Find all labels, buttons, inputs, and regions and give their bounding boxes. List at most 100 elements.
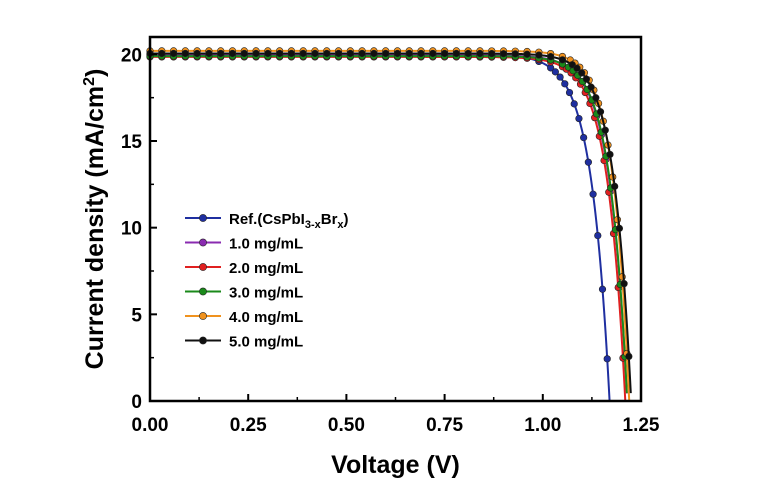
data-point xyxy=(264,49,272,58)
data-point xyxy=(464,49,472,58)
legend-label: 5.0 mg/mL xyxy=(229,334,303,351)
data-point xyxy=(441,49,449,58)
y-tick-label: 0 xyxy=(131,392,142,413)
data-point xyxy=(578,69,586,77)
data-point xyxy=(561,80,569,88)
data-point xyxy=(499,50,508,58)
x-tick-label: 0.50 xyxy=(328,415,365,436)
data-point xyxy=(205,49,213,58)
x-tick-label: 0.25 xyxy=(230,415,267,436)
data-point xyxy=(240,49,248,58)
data-point xyxy=(169,49,178,58)
data-point xyxy=(601,126,609,134)
series-line xyxy=(150,52,632,394)
data-curves xyxy=(146,47,633,402)
data-point xyxy=(405,49,413,58)
legend-marker xyxy=(199,263,207,271)
data-point xyxy=(417,49,425,58)
legend-marker xyxy=(199,287,207,296)
data-point xyxy=(580,133,588,142)
y-tick-label: 15 xyxy=(121,132,143,153)
x-tick-label: 1.25 xyxy=(623,415,660,436)
data-point xyxy=(568,61,576,69)
y-axis-title: Current density (mA/cm2) xyxy=(81,69,109,370)
data-point xyxy=(551,68,559,76)
legend-item: Ref.(CsPbI3-xBrx) xyxy=(185,211,349,231)
data-point xyxy=(287,49,296,58)
series-line xyxy=(150,55,628,394)
data-point xyxy=(523,50,531,58)
data-point xyxy=(158,49,166,58)
data-point xyxy=(565,88,574,97)
data-point xyxy=(193,49,201,58)
legend-label: 1.0 mg/mL xyxy=(229,236,303,253)
legend-item: 1.0 mg/mL xyxy=(185,236,303,253)
x-tick-label: 0.00 xyxy=(132,415,169,436)
legend-label: Ref.(CsPbI3-xBrx) xyxy=(229,211,349,231)
data-point xyxy=(476,49,484,58)
x-axis-title: Voltage (V) xyxy=(331,451,460,479)
data-point xyxy=(611,182,619,190)
data-point xyxy=(429,49,437,58)
data-point xyxy=(547,53,555,61)
series-line xyxy=(150,49,631,402)
data-point xyxy=(556,73,564,81)
series-6 xyxy=(146,49,633,394)
data-point xyxy=(625,352,633,361)
y-tick-label: 20 xyxy=(121,45,142,66)
legend-label: 4.0 mg/mL xyxy=(229,309,303,326)
data-point xyxy=(558,56,567,64)
data-point xyxy=(228,49,237,58)
data-point xyxy=(606,150,614,159)
data-point xyxy=(594,231,602,240)
data-point xyxy=(511,50,519,58)
data-point xyxy=(589,190,597,198)
series-3 xyxy=(146,53,627,402)
data-point xyxy=(452,49,460,58)
x-tick-label: 1.00 xyxy=(524,415,561,436)
data-point xyxy=(592,94,600,102)
x-tick-label: 0.75 xyxy=(426,415,463,436)
legend-label: 2.0 mg/mL xyxy=(229,260,303,277)
data-point xyxy=(584,158,592,166)
legend-marker xyxy=(199,214,207,222)
data-point xyxy=(346,49,354,58)
data-point xyxy=(620,280,628,288)
x-axis: 0.00 0.25 0.50 0.75 1.00 1.25 xyxy=(132,394,660,436)
data-point xyxy=(570,100,578,108)
data-point xyxy=(575,114,583,123)
data-point xyxy=(181,49,189,58)
data-point xyxy=(535,51,543,59)
series-5 xyxy=(146,47,631,402)
data-point xyxy=(582,75,591,83)
legend-item: 5.0 mg/mL xyxy=(185,334,303,351)
y-tick-label: 10 xyxy=(121,219,142,240)
legend-marker xyxy=(199,312,207,320)
y-axis: 0 5 10 15 20 xyxy=(121,45,157,413)
data-point xyxy=(573,64,581,72)
data-point xyxy=(615,224,623,232)
data-point xyxy=(370,49,378,58)
data-point xyxy=(334,49,343,58)
legend-label: 3.0 mg/mL xyxy=(229,285,303,302)
y-tick-label: 5 xyxy=(131,305,142,326)
legend-marker xyxy=(199,336,207,345)
legend-item: 3.0 mg/mL xyxy=(185,285,303,302)
series-line xyxy=(150,54,628,394)
data-point xyxy=(603,355,611,363)
data-point xyxy=(299,49,307,58)
data-point xyxy=(587,83,595,91)
data-point xyxy=(252,49,260,58)
series-line xyxy=(150,55,627,402)
data-point xyxy=(596,108,605,116)
legend-item: 2.0 mg/mL xyxy=(185,260,303,277)
series-line xyxy=(150,53,611,402)
data-point xyxy=(393,49,402,58)
series-1 xyxy=(146,50,611,402)
legend-marker xyxy=(199,238,207,247)
legend-item: 4.0 mg/mL xyxy=(185,309,303,326)
data-point xyxy=(276,49,284,58)
data-point xyxy=(358,49,366,58)
data-point xyxy=(488,49,496,58)
data-point xyxy=(311,49,319,58)
